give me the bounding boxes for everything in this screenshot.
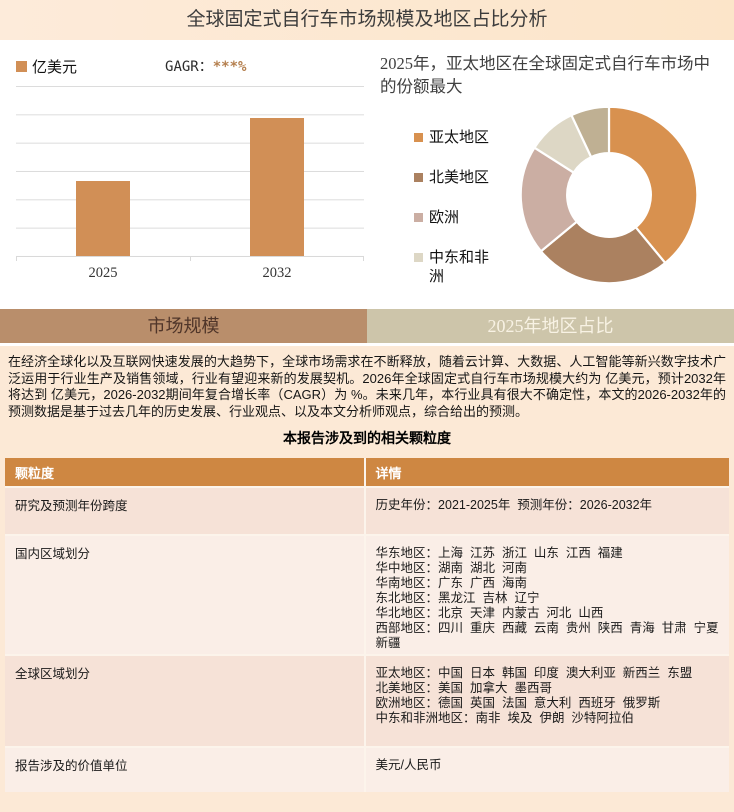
legend-item: 北美地区 — [414, 168, 518, 187]
legend-marker-icon — [414, 253, 423, 262]
legend-marker-icon — [414, 173, 423, 182]
row-detail: 亚太地区：中国 日本 韩国 印度 澳大利亚 新西兰 东盟 北美地区：美国 加拿大 … — [365, 656, 729, 746]
donut-slice-北美地区 — [539, 220, 667, 285]
legend-label: 亚太地区 — [429, 129, 490, 146]
legend-label: 中东和非洲 — [429, 249, 490, 285]
row-detail: 历史年份：2021-2025年 预测年份：2026-2032年 — [365, 488, 729, 534]
tab-market-size[interactable]: 市场规模 — [0, 309, 367, 343]
charts-section: 亿美元 GAGR：***% 2025 2032 2025年，亚太地区在全球固定式自… — [0, 40, 734, 307]
cagr-annotation: GAGR：***% — [165, 59, 247, 75]
bar-chart-legend: 亿美元 GAGR：***% — [16, 54, 372, 78]
pie-chart: 2025年，亚太地区在全球固定式自行车市场中的份额最大 亚太地区北美地区欧洲中东… — [372, 40, 734, 307]
bar-unit-label: 亿美元 — [32, 58, 78, 76]
legend-marker-icon — [414, 133, 423, 142]
row-detail: 华东地区：上海 江苏 浙江 山东 江西 福建 华中地区：湖南 湖北 河南 华南地区：… — [365, 536, 729, 654]
legend-item: 中东和非洲 — [414, 248, 518, 286]
row-label: 全球区域划分 — [5, 656, 364, 746]
donut-slice-欧洲 — [519, 146, 579, 253]
legend-marker-icon — [414, 213, 423, 222]
table-header-granularity: 颗粒度 — [5, 458, 364, 486]
row-label: 国内区域划分 — [5, 536, 364, 654]
donut-slice — [569, 105, 611, 159]
row-label: 报告涉及的价值单位 — [5, 748, 364, 792]
row-detail: 美元/人民币 — [365, 748, 729, 792]
granularity-table: 颗粒度 详情 研究及预测年份跨度 历史年份：2021-2025年 预测年份：202… — [5, 458, 729, 792]
table-header-row: 颗粒度 详情 — [5, 458, 729, 486]
table-row: 全球区域划分 亚太地区：中国 日本 韩国 印度 澳大利亚 新西兰 东盟 北美地区：美… — [5, 656, 729, 746]
table-row: 研究及预测年份跨度 历史年份：2021-2025年 预测年份：2026-2032年 — [5, 488, 729, 534]
bar-2032 — [250, 118, 304, 256]
donut-slice-亚太地区 — [607, 105, 699, 265]
table-row: 报告涉及的价值单位 美元/人民币 — [5, 748, 729, 792]
axis-tick — [363, 257, 364, 261]
bar-2025 — [76, 181, 130, 256]
table-title: 本报告涉及到的相关颗粒度 — [283, 430, 451, 446]
donut-chart — [519, 105, 699, 285]
page-title: 全球固定式自行车市场规模及地区占比分析 — [0, 0, 734, 40]
legend-label: 北美地区 — [429, 169, 490, 186]
pie-legend: 亚太地区北美地区欧洲中东和非洲 — [414, 128, 518, 307]
table-row: 国内区域划分 华东地区：上海 江苏 浙江 山东 江西 福建 华中地区：湖南 湖北 河… — [5, 536, 729, 654]
pie-chart-title: 2025年，亚太地区在全球固定式自行车市场中的份额最大 — [380, 54, 710, 96]
report-paragraph: 在经济全球化以及互联网快速发展的大趋势下，全球市场需求在不断释放，随着云计算、大… — [8, 354, 726, 419]
legend-swatch-icon — [16, 60, 27, 72]
table-header-detail: 详情 — [365, 458, 729, 486]
tab-region-share[interactable]: 2025年地区占比 — [367, 309, 734, 343]
axis-tick — [190, 257, 191, 261]
bar-chart: 亿美元 GAGR：***% 2025 2032 — [0, 40, 372, 307]
bar-plot-area — [16, 86, 364, 261]
x-axis-labels: 2025 2032 — [16, 265, 364, 282]
legend-item: 亚太地区 — [414, 128, 518, 147]
legend-label: 欧洲 — [429, 209, 460, 226]
legend-item: 欧洲 — [414, 208, 518, 227]
row-label: 研究及预测年份跨度 — [5, 488, 364, 534]
axis-tick — [16, 257, 17, 261]
x-label: 2025 — [88, 265, 118, 281]
tab-bar: 市场规模 2025年地区占比 — [0, 309, 734, 343]
report-section: 在经济全球化以及互联网快速发展的大趋势下，全球市场需求在不断释放，随着云计算、大… — [0, 346, 734, 812]
cagr-value: ***% — [212, 59, 247, 75]
x-label: 2032 — [262, 265, 292, 281]
